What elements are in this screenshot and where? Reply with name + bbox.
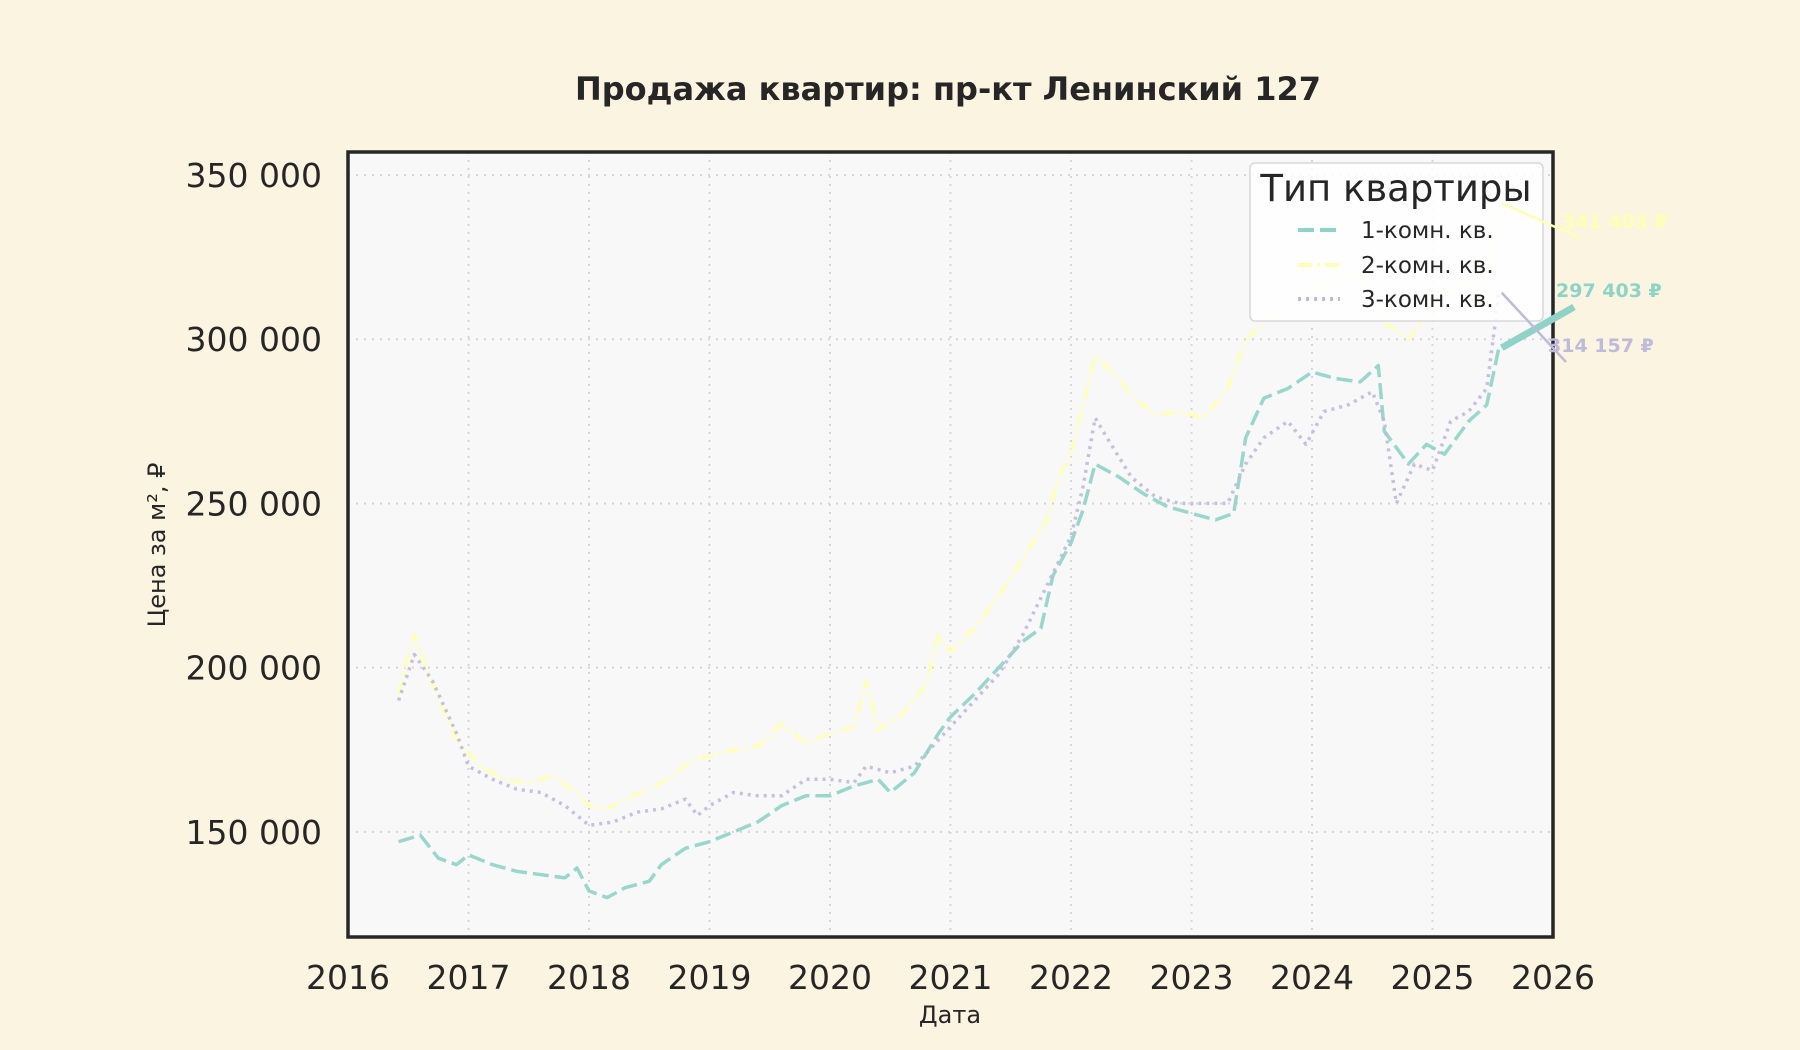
legend-label: 3-комн. кв. xyxy=(1361,287,1494,313)
y-tick-label: 150 000 xyxy=(186,813,322,852)
y-tick-label: 350 000 xyxy=(186,156,322,195)
x-tick-label: 2020 xyxy=(788,958,872,997)
legend-entry: 3-комн. кв. xyxy=(1298,287,1494,313)
x-axis-label: Дата xyxy=(919,1001,981,1029)
y-axis-label: Цена за м², ₽ xyxy=(143,463,171,628)
series-line xyxy=(396,292,1501,828)
plot-frame xyxy=(346,150,1555,939)
end-label-arrow xyxy=(1500,291,1567,363)
x-axis-ticks: 2016 2017 2018 2019 2020 2021 2022 2023 2024 2025… xyxy=(306,958,1595,997)
legend: Тип квартиры 1-комн. кв. 2-комн. кв. 3-к… xyxy=(1249,162,1544,322)
y-tick-label: 250 000 xyxy=(186,484,322,523)
x-tick-label: 2019 xyxy=(668,958,752,997)
legend-entry: 1-комн. кв. xyxy=(1298,218,1494,244)
end-label-arrow xyxy=(1501,202,1581,240)
end-label: 297 403 ₽ xyxy=(1556,280,1662,302)
legend-box xyxy=(1249,162,1544,322)
end-label: 314 157 ₽ xyxy=(1548,335,1654,357)
end-label: 341 403 ₽ xyxy=(1562,211,1668,233)
end-label-arrow xyxy=(1500,303,1576,351)
legend-entry: 2-комн. кв. xyxy=(1298,253,1494,279)
x-tick-label: 2017 xyxy=(427,958,511,997)
legend-title: Тип квартиры xyxy=(1259,167,1531,210)
x-tick-label: 2018 xyxy=(547,958,631,997)
legend-label: 1-комн. кв. xyxy=(1361,218,1494,244)
x-tick-label: 2022 xyxy=(1029,958,1113,997)
y-tick-label: 300 000 xyxy=(186,320,322,359)
x-tick-label: 2023 xyxy=(1150,958,1234,997)
x-tick-label: 2016 xyxy=(306,958,390,997)
x-tick-label: 2021 xyxy=(909,958,993,997)
y-tick-label: 200 000 xyxy=(186,649,322,688)
legend-label: 2-комн. кв. xyxy=(1361,253,1494,279)
end-labels: 297 403 ₽ 341 403 ₽ 314 157 ₽ xyxy=(1500,202,1668,363)
series-line xyxy=(398,347,1501,900)
y-axis-ticks: 150 000 200 000 250 000 300 000 350 000 xyxy=(186,156,322,852)
chart-title: Продажа квартир: пр-кт Ленинский 127 xyxy=(575,70,1321,108)
x-tick-label: 2025 xyxy=(1391,958,1475,997)
x-tick-label: 2026 xyxy=(1511,958,1595,997)
x-tick-label: 2024 xyxy=(1270,958,1354,997)
